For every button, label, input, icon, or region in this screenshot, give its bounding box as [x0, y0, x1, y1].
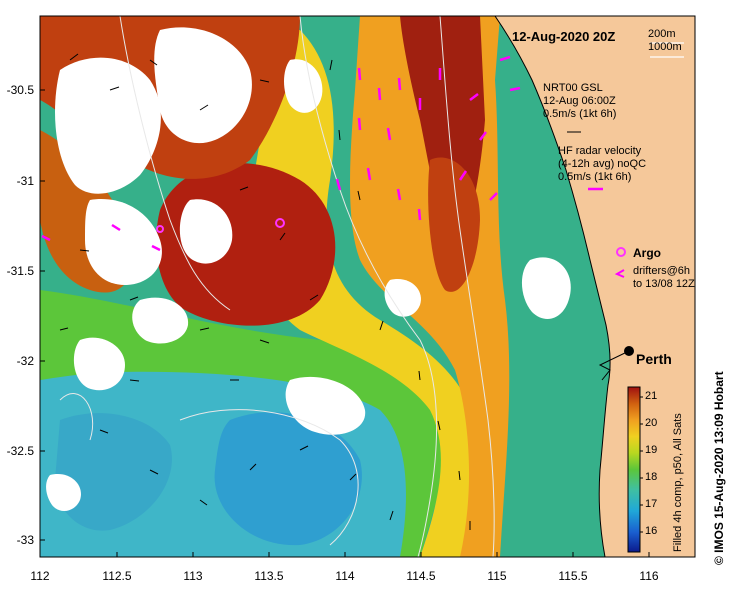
lon-tick: 115 — [487, 569, 507, 583]
lon-tick: 114.5 — [406, 569, 436, 583]
colorbar-tick: 18 — [645, 471, 658, 483]
drifters-legend-line: to 13/08 12Z — [633, 278, 695, 290]
argo-legend-icon — [616, 247, 626, 257]
lat-tick: -31 — [16, 174, 34, 188]
nrt-legend-line: 12-Aug 06:00Z — [543, 95, 616, 107]
axis-ticks — [39, 89, 650, 557]
colorbar-tick: 21 — [645, 390, 658, 402]
nrt-legend: NRT00 GSL 12-Aug 06:00Z 0.5m/s (1kt 6h) — [543, 82, 616, 121]
perth-label: Perth — [636, 351, 672, 367]
map-date-title: 12-Aug-2020 20Z — [512, 29, 616, 44]
depth-1000-label: 1000m — [648, 41, 682, 53]
lon-tick: 116 — [639, 569, 659, 583]
lat-tick: -33 — [16, 533, 34, 547]
drifter-legend-icon — [614, 269, 625, 278]
lat-tick: -30.5 — [6, 83, 34, 97]
colorbar — [627, 386, 641, 553]
colorbar-tick: 20 — [645, 417, 658, 429]
colorbar-tick: 16 — [645, 525, 658, 537]
colorbar-tick: 19 — [645, 444, 658, 456]
hf-radar-legend: HF radar velocity (4-12h avg) noQC 0.5m/… — [558, 145, 646, 184]
bathymetry-contours — [59, 16, 495, 557]
lon-tick: 114 — [335, 569, 355, 583]
lon-tick: 113 — [183, 569, 203, 583]
argo-marker — [156, 225, 164, 233]
lon-tick: 112.5 — [102, 569, 132, 583]
hf-legend-line: HF radar velocity — [558, 145, 642, 157]
drifters-legend-line: drifters@6h — [633, 265, 691, 277]
credit-label: © IMOS 15-Aug-2020 13:09 Hobart — [712, 371, 726, 565]
map-field — [40, 16, 695, 557]
colorbar-caption: Filled 4h comp, p50, All Sats — [672, 413, 684, 552]
nrt-legend-line: 0.5m/s (1kt 6h) — [543, 108, 617, 120]
hf-legend-line: 0.5m/s (1kt 6h) — [558, 171, 632, 183]
perth-river — [598, 350, 630, 381]
argo-legend-label: Argo — [633, 246, 661, 260]
lat-tick: -32.5 — [6, 444, 34, 458]
nrt-velocity-arrows — [59, 53, 471, 530]
lat-tick: -32 — [16, 354, 34, 368]
depth-200-label: 200m — [648, 28, 676, 40]
hf-radar-arrows — [41, 55, 521, 252]
lat-tick: -31.5 — [6, 264, 34, 278]
lon-tick: 115.5 — [558, 569, 588, 583]
nrt-legend-line: NRT00 GSL — [543, 82, 603, 94]
colorbar-tick: 17 — [645, 498, 658, 510]
argo-marker — [275, 218, 285, 228]
map-frame — [39, 15, 696, 558]
drifters-legend: drifters@6h to 13/08 12Z — [633, 265, 695, 291]
lon-tick: 112 — [30, 569, 50, 583]
colorbar-ticks — [640, 396, 643, 533]
lon-tick: 113.5 — [254, 569, 284, 583]
hf-legend-line: (4-12h avg) noQC — [558, 158, 647, 170]
